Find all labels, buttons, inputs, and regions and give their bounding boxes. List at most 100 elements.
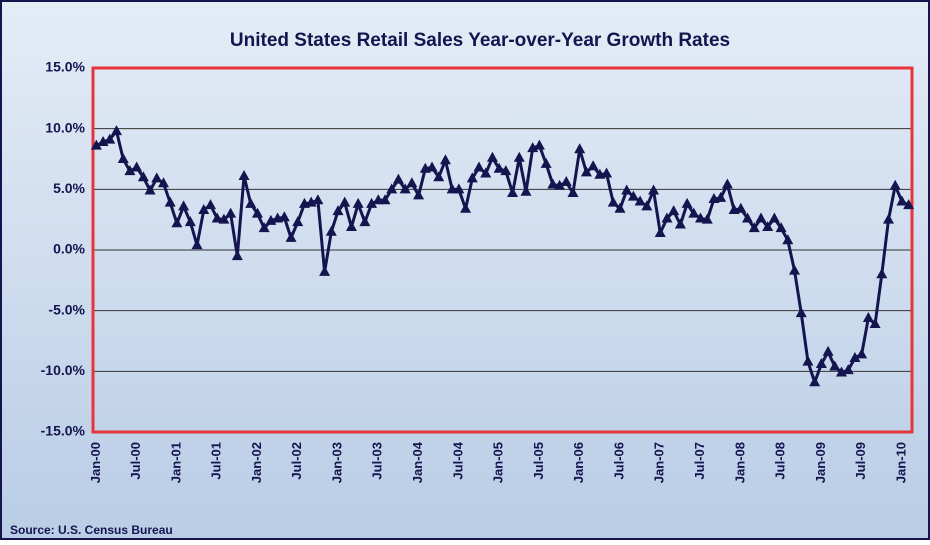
x-tick-label: Jan-01 (168, 442, 183, 483)
data-point (580, 166, 592, 177)
data-point (668, 205, 680, 216)
data-point (137, 171, 149, 182)
data-point (245, 197, 257, 208)
data-point (634, 195, 646, 206)
data-point (157, 177, 169, 188)
data-point (90, 139, 102, 150)
data-point (587, 160, 599, 171)
data-point (110, 125, 122, 136)
data-point (688, 207, 700, 218)
data-point (681, 197, 693, 208)
data-point (540, 157, 552, 168)
data-point (493, 162, 505, 173)
x-tick-label: Jan-10 (893, 442, 908, 483)
data-point (695, 212, 707, 223)
source-note: Source: U.S. Census Bureau (10, 523, 173, 537)
data-point (903, 199, 915, 210)
chart-title: United States Retail Sales Year-over-Yea… (230, 30, 730, 51)
data-point (782, 234, 794, 245)
x-tick-label: Jul-07 (692, 442, 707, 480)
data-point (406, 177, 418, 188)
data-point (661, 212, 673, 223)
data-point (352, 197, 364, 208)
data-point (258, 222, 270, 233)
data-point (171, 217, 183, 228)
y-tick-label: 5.0% (53, 180, 85, 196)
data-point (701, 213, 713, 224)
data-point (809, 376, 821, 387)
data-point (285, 231, 297, 242)
data-point (231, 250, 243, 261)
data-point (621, 184, 633, 195)
data-point (574, 143, 586, 154)
data-point (325, 225, 337, 236)
data-point (513, 151, 525, 162)
data-point (862, 311, 874, 322)
data-point (144, 184, 156, 195)
data-point (896, 195, 908, 206)
data-point (614, 202, 626, 213)
x-tick-label: Jul-09 (853, 442, 868, 480)
data-point (889, 179, 901, 190)
x-tick-label: Jul-08 (773, 442, 788, 480)
data-point (366, 197, 378, 208)
data-point (815, 358, 827, 369)
data-point (466, 172, 478, 183)
data-point (225, 207, 237, 218)
data-point (339, 196, 351, 207)
data-point (164, 196, 176, 207)
data-point (486, 151, 498, 162)
data-point (131, 161, 143, 172)
data-point (547, 178, 559, 189)
data-point (883, 213, 895, 224)
data-point (520, 185, 532, 196)
data-point (426, 161, 438, 172)
data-point (204, 199, 216, 210)
data-point (735, 202, 747, 213)
y-tick-label: 15.0% (45, 59, 85, 75)
data-point (211, 212, 223, 223)
x-tick-label: Jan-04 (410, 441, 425, 483)
data-point (238, 169, 250, 180)
data-point (399, 183, 411, 194)
data-point (869, 318, 881, 329)
data-point (762, 220, 774, 231)
data-point (829, 360, 841, 371)
data-point (359, 216, 371, 227)
x-tick-label: Jan-05 (491, 442, 506, 483)
data-point (715, 191, 727, 202)
data-point (413, 189, 425, 200)
data-point (500, 165, 512, 176)
data-point (822, 345, 834, 356)
data-point (554, 179, 566, 190)
data-point (312, 194, 324, 205)
data-point (480, 167, 492, 178)
y-tick-label: 0.0% (53, 241, 85, 257)
plot-border (91, 66, 914, 434)
data-point (641, 200, 653, 211)
x-tick-label: Jul-06 (611, 442, 626, 480)
data-point (332, 205, 344, 216)
data-point (849, 351, 861, 362)
x-tick-label: Jul-00 (128, 442, 143, 480)
data-point (460, 202, 472, 213)
data-point (218, 213, 230, 224)
data-point (721, 178, 733, 189)
data-point (533, 139, 545, 150)
data-point (439, 154, 451, 165)
data-point (453, 183, 465, 194)
x-tick-label: Jul-01 (209, 442, 224, 480)
x-tick-label: Jul-03 (370, 442, 385, 480)
data-point (386, 183, 398, 194)
y-tick-label: -5.0% (48, 301, 85, 317)
data-point (876, 268, 888, 279)
data-point (755, 212, 767, 223)
data-point (607, 196, 619, 207)
data-point (654, 227, 666, 238)
data-point (292, 216, 304, 227)
data-point (392, 173, 404, 184)
x-tick-label: Jan-06 (571, 442, 586, 483)
data-point (151, 172, 163, 183)
data-point (674, 218, 686, 229)
